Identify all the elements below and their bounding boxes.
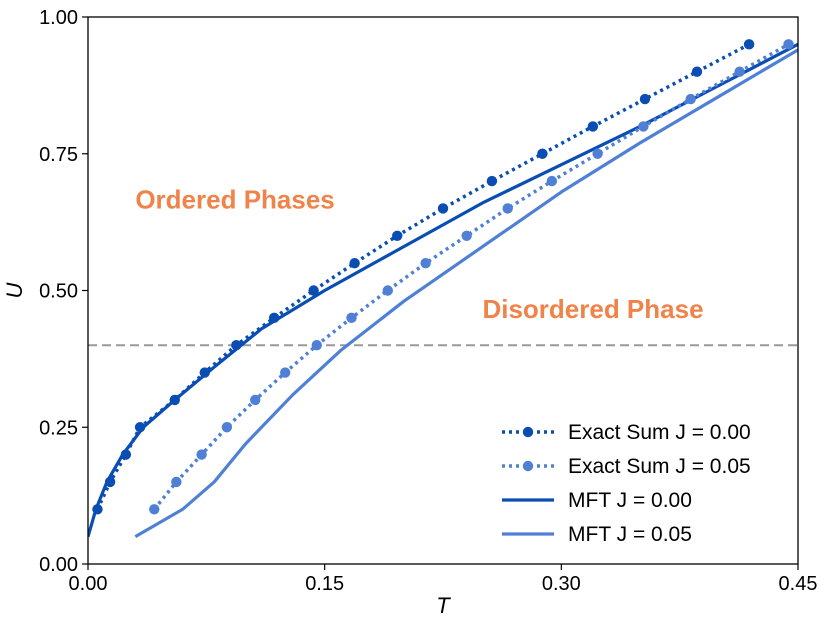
data-point bbox=[783, 39, 794, 50]
data-point bbox=[502, 203, 513, 214]
data-point bbox=[280, 367, 291, 378]
data-point bbox=[420, 257, 431, 269]
data-point bbox=[311, 340, 322, 351]
annotation-2: Disordered Phase bbox=[482, 294, 703, 324]
series-line-2 bbox=[88, 42, 799, 538]
x-tick-label: 0.15 bbox=[305, 573, 344, 595]
legend-label: MFT J = 0.00 bbox=[568, 489, 692, 512]
data-point bbox=[587, 121, 599, 132]
data-point bbox=[437, 203, 449, 214]
data-point bbox=[104, 476, 116, 488]
ticks-layer: 0.00 0.15 0.30 0.45 0.00 0.25 0.50 0.75 1.00 bbox=[39, 7, 817, 595]
x-axis-label: T bbox=[436, 593, 451, 618]
data-point bbox=[685, 93, 696, 105]
y-tick-label: 0.50 bbox=[39, 281, 78, 303]
data-point bbox=[592, 148, 603, 159]
data-point bbox=[149, 504, 160, 515]
data-point bbox=[537, 148, 548, 159]
legend-marker bbox=[522, 426, 534, 438]
data-point bbox=[743, 39, 755, 50]
data-point bbox=[382, 285, 393, 296]
series-line-3 bbox=[134, 48, 799, 539]
series-line-1 bbox=[152, 42, 790, 511]
data-point bbox=[199, 367, 210, 378]
data-point bbox=[461, 230, 472, 241]
x-tick-label: 0.45 bbox=[779, 573, 818, 595]
annotation-1: Ordered Phases bbox=[135, 184, 334, 214]
data-point bbox=[639, 93, 651, 105]
data-point bbox=[546, 175, 558, 187]
data-point bbox=[349, 257, 360, 269]
legend-label: Exact Sum J = 0.05 bbox=[568, 455, 751, 478]
x-tick-label: 0.30 bbox=[542, 573, 581, 595]
data-point bbox=[169, 394, 180, 406]
x-tick-label: 0.00 bbox=[69, 573, 108, 595]
data-point bbox=[734, 66, 745, 77]
legend-label: MFT J = 0.05 bbox=[568, 523, 692, 546]
legend-marker bbox=[522, 460, 534, 472]
data-point bbox=[221, 422, 233, 433]
data-point bbox=[134, 422, 146, 433]
series-line-0 bbox=[95, 42, 750, 511]
annotation-layer: Ordered Phases Disordered Phase bbox=[135, 184, 703, 323]
data-point bbox=[638, 121, 649, 132]
data-point bbox=[308, 285, 319, 296]
y-axis-label: U bbox=[2, 282, 27, 298]
series-layer bbox=[88, 39, 799, 539]
data-point bbox=[268, 312, 280, 324]
data-point bbox=[120, 449, 132, 460]
data-point bbox=[691, 66, 703, 77]
data-point bbox=[196, 449, 207, 460]
y-tick-label: 1.00 bbox=[39, 7, 78, 29]
data-point bbox=[346, 312, 357, 324]
y-tick-label: 0.75 bbox=[39, 144, 78, 166]
data-point bbox=[486, 175, 498, 187]
legend-label: Exact Sum J = 0.00 bbox=[568, 421, 751, 444]
data-point bbox=[250, 394, 261, 406]
data-point bbox=[231, 340, 242, 351]
data-point bbox=[92, 504, 103, 515]
data-point bbox=[392, 230, 403, 241]
y-tick-label: 0.25 bbox=[39, 417, 78, 439]
data-point bbox=[171, 476, 182, 488]
legend: Exact Sum J = 0.00 Exact Sum J = 0.05 MFT … bbox=[502, 421, 751, 546]
y-tick-label: 0.00 bbox=[39, 554, 78, 576]
